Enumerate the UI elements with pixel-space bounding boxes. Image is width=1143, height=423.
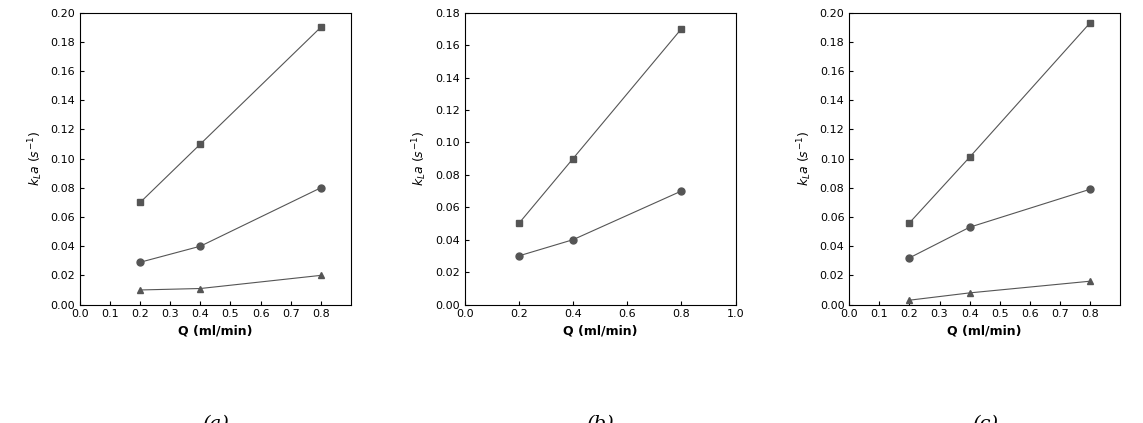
Text: (c): (c) [972,415,998,423]
Y-axis label: $k_L a$ ($s^{-1}$): $k_L a$ ($s^{-1}$) [26,131,45,186]
Y-axis label: $k_L a$ ($s^{-1}$): $k_L a$ ($s^{-1}$) [410,131,430,186]
Text: (b): (b) [586,415,614,423]
X-axis label: Q (ml/min): Q (ml/min) [562,325,638,338]
Y-axis label: $k_L a$ ($s^{-1}$): $k_L a$ ($s^{-1}$) [796,131,814,186]
X-axis label: Q (ml/min): Q (ml/min) [948,325,1022,338]
Text: (a): (a) [202,415,229,423]
X-axis label: Q (ml/min): Q (ml/min) [178,325,253,338]
